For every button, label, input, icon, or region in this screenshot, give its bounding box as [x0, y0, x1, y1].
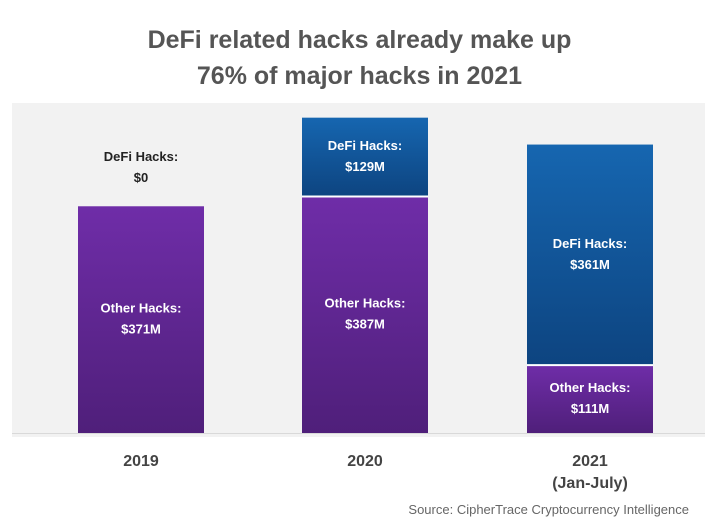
data-label-other-2020-line-1: Other Hacks: — [325, 296, 406, 311]
data-label-defi-2021-line-2: $361M — [570, 257, 610, 272]
data-label-defi-2019-line-1: DeFi Hacks: — [104, 149, 178, 164]
data-label-defi-2020-line-1: DeFi Hacks: — [328, 138, 402, 153]
bar-other-hacks-2021 — [527, 365, 653, 433]
data-label-other-2021-line-2: $111M — [571, 401, 609, 416]
bar-other-hacks-2020 — [302, 196, 428, 433]
chart-title-line-2: 76% of major hacks in 2021 — [196, 62, 523, 90]
bar-other-hacks-2019 — [78, 206, 204, 433]
x-tick-sublabel-2021: (Jan-July) — [552, 475, 628, 492]
bar-defi-hacks-2020 — [302, 117, 428, 197]
data-label-defi-2020-line-2: $129M — [345, 159, 385, 174]
source-note: Source: CipherTrace Cryptocurrency Intel… — [408, 502, 689, 517]
data-label-other-2019-line-1: Other Hacks: — [101, 301, 182, 316]
bar-defi-hacks-2021 — [527, 144, 653, 366]
x-tick-label-2019: 2019 — [123, 453, 159, 470]
data-label-defi-2021-line-1: DeFi Hacks: — [553, 236, 627, 251]
data-label-other-2020-line-2: $387M — [345, 317, 385, 332]
data-label-other-2021-line-1: Other Hacks: — [550, 380, 631, 395]
x-tick-label-2020: 2020 — [347, 453, 383, 470]
data-label-other-2019-line-2: $371M — [121, 322, 161, 337]
x-tick-label-2021: 2021 — [572, 453, 608, 470]
chart-title-line-1: DeFi related hacks already make up — [147, 26, 572, 54]
data-label-defi-2019-line-2: $0 — [134, 170, 148, 185]
